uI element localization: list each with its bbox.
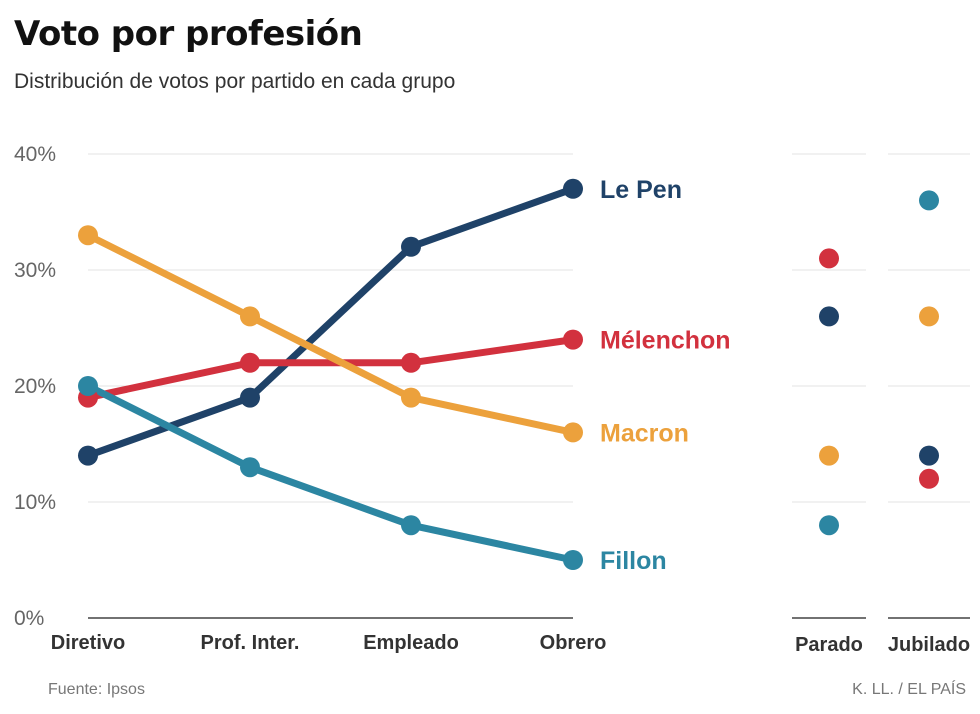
point-macron-prof-inter xyxy=(240,306,260,327)
point-fillon-prof-inter xyxy=(240,457,260,478)
point-macron-obrero xyxy=(563,422,583,443)
x-tick-label-diretivo: Diretivo xyxy=(51,632,125,654)
dot-melenchon-jubilado xyxy=(919,468,939,489)
y-tick-label: 0% xyxy=(14,607,44,630)
series-line-fillon xyxy=(84,382,577,564)
point-le-pen-empleado xyxy=(401,236,421,257)
series-label-fillon: Fillon xyxy=(600,547,667,575)
point-melenchon-prof-inter xyxy=(240,352,260,373)
point-macron-diretivo xyxy=(78,225,98,246)
series-label-le-pen: Le Pen xyxy=(600,176,682,204)
y-tick-label: 20% xyxy=(14,375,56,398)
x-tick-label-jubilado: Jubilado xyxy=(888,634,970,656)
y-tick-label: 40% xyxy=(14,143,56,166)
series-label-macron: Macron xyxy=(600,419,689,447)
series-line-melenchon xyxy=(84,336,577,402)
x-tick-label-prof-inter: Prof. Inter. xyxy=(201,632,300,654)
axis-ticks: 0% 10% 20% 30% 40% Diretivo Prof. Inter. Emplea… xyxy=(14,143,970,656)
series-labels: Le Pen Mélenchon Macron Fillon xyxy=(600,176,731,575)
point-le-pen-diretivo xyxy=(78,445,98,466)
series-line-macron xyxy=(84,231,577,436)
dot-fillon-jubilado xyxy=(919,190,939,211)
point-le-pen-obrero xyxy=(563,178,583,199)
point-fillon-obrero xyxy=(563,550,583,570)
series-label-melenchon: Mélenchon xyxy=(600,327,731,355)
dot-macron-parado xyxy=(819,445,839,466)
point-melenchon-empleado xyxy=(401,352,421,373)
y-tick-label: 30% xyxy=(14,259,56,282)
point-le-pen-prof-inter xyxy=(240,387,260,408)
point-melenchon-obrero xyxy=(563,329,583,350)
x-tick-label-empleado: Empleado xyxy=(363,632,459,654)
dot-le-pen-jubilado xyxy=(919,445,939,466)
chart-title: Voto por profesión xyxy=(14,14,363,54)
point-fillon-diretivo xyxy=(78,376,98,396)
y-tick-label: 10% xyxy=(14,491,56,514)
dot-macron-jubilado xyxy=(919,306,939,327)
point-macron-empleado xyxy=(401,387,421,408)
credit-note: K. LL. / EL PAÍS xyxy=(852,681,966,698)
x-tick-label-parado: Parado xyxy=(795,634,863,656)
grid xyxy=(88,153,970,619)
series-points xyxy=(78,178,939,570)
chart-subtitle: Distribución de votos por partido en cad… xyxy=(14,70,456,93)
x-tick-label-obrero: Obrero xyxy=(540,632,607,654)
point-fillon-empleado xyxy=(401,515,421,536)
dot-melenchon-parado xyxy=(819,248,839,269)
source-note: Fuente: Ipsos xyxy=(48,681,145,698)
dot-fillon-parado xyxy=(819,515,839,536)
dot-le-pen-parado xyxy=(819,306,839,327)
series-lines xyxy=(84,185,577,564)
